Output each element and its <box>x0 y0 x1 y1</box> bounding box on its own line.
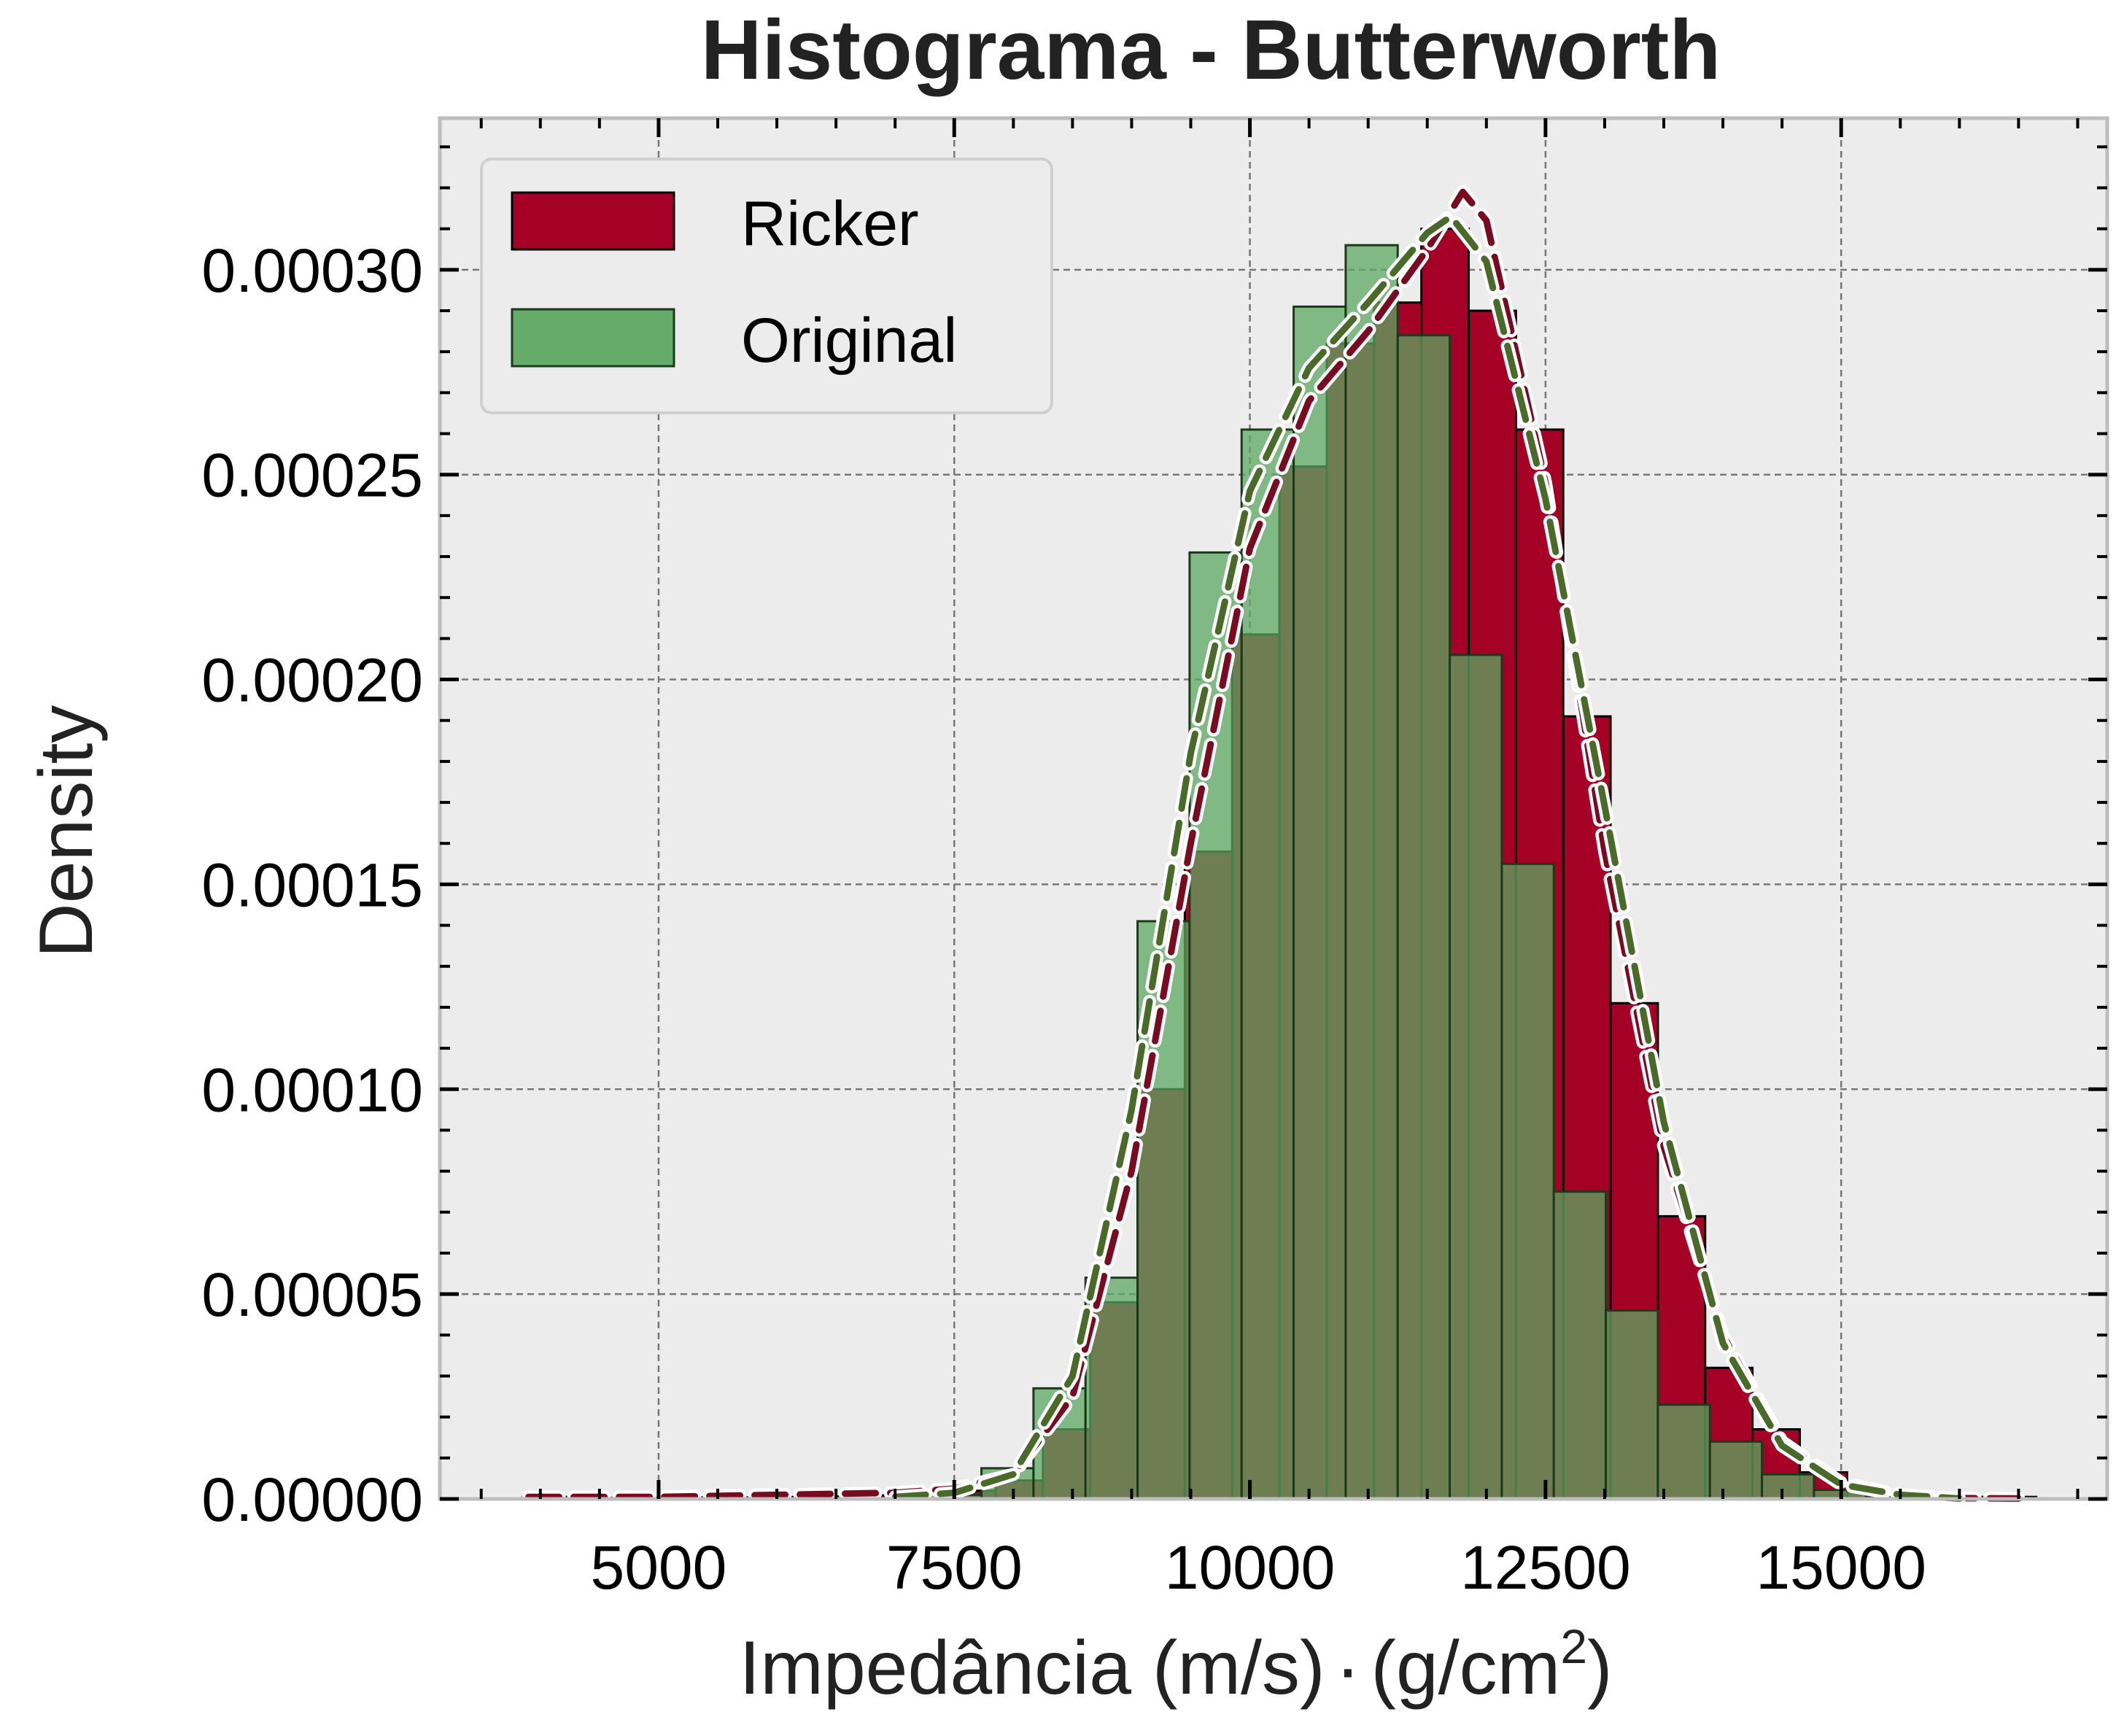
plot-frame <box>438 116 2109 1501</box>
y-tick-label: 0.00005 <box>201 1260 423 1329</box>
y-tick-label: 0.00030 <box>201 236 423 305</box>
legend: Ricker Original <box>480 158 1053 414</box>
x-tick-label: 7500 <box>886 1533 1023 1602</box>
x-tick-label: 15000 <box>1756 1533 1926 1602</box>
histogram-bar <box>1344 244 1399 1500</box>
x-axis-label-unit: (g/cm <box>1371 1626 1560 1710</box>
x-tick-label: 12500 <box>1460 1533 1631 1602</box>
x-axis-label-main: Impedância (m/s) <box>739 1626 1325 1710</box>
legend-label-original: Original <box>741 306 957 376</box>
histogram-bar <box>1656 1403 1711 1500</box>
tick-labels: 5000 7500 10000 12500 15000 0.00000 0.00005 0.0… <box>201 236 1926 1602</box>
chart-title: Histograma - Butterworth <box>701 2 1721 97</box>
legend-label-ricker: Ricker <box>741 189 919 259</box>
x-tick-label: 5000 <box>590 1533 726 1602</box>
histogram-bar <box>1449 654 1503 1500</box>
histogram-bar <box>1500 862 1555 1500</box>
histogram-bar <box>1240 428 1295 1500</box>
x-axis-label-close: ) <box>1587 1626 1613 1710</box>
kde-curve-original <box>891 213 1963 1502</box>
axis-ticks <box>440 118 2107 1501</box>
histogram-bar <box>1293 305 1347 1500</box>
histogram-bar <box>1396 334 1452 1500</box>
y-tick-label: 0.00025 <box>201 441 423 510</box>
x-axis-label: Impedância (m/s) · (g/cm2) <box>739 1619 1612 1710</box>
y-axis-label: Density <box>24 705 109 958</box>
y-tick-label: 0.00020 <box>201 646 423 715</box>
y-tick-label: 0.00000 <box>201 1465 423 1534</box>
histogram-bar <box>1708 1440 1764 1500</box>
legend-swatch-original <box>511 308 675 368</box>
histogram-bar <box>1761 1473 1815 1500</box>
legend-swatch-ricker <box>511 191 675 251</box>
density-curves <box>522 185 2026 1506</box>
y-tick-label: 0.00010 <box>201 1055 423 1124</box>
y-tick-label: 0.00015 <box>201 850 423 919</box>
x-axis-label-dot: · <box>1336 1626 1361 1710</box>
x-axis-label-superscript: 2 <box>1560 1619 1587 1673</box>
histogram-bar <box>1605 1309 1659 1500</box>
histogram-bar <box>1552 1190 1608 1500</box>
x-tick-label: 10000 <box>1165 1533 1336 1602</box>
